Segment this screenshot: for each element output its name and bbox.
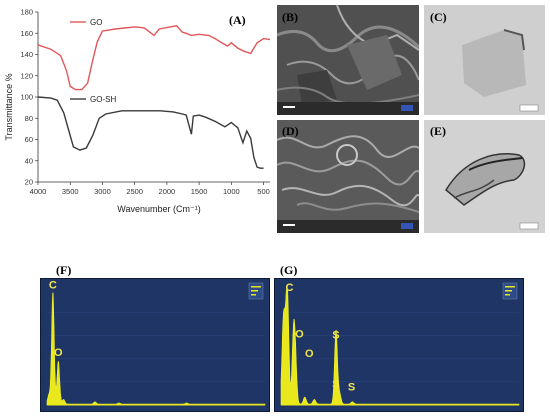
eds-legend-swatch: [505, 294, 510, 296]
tem-texture-e: [424, 120, 545, 233]
eds-spectrum-fill: [46, 292, 266, 406]
ftir-x-tick-label: 1000: [223, 187, 240, 196]
ftir-y-tick-label: 40: [25, 156, 33, 165]
ftir-y-tick-label: 20: [25, 178, 33, 187]
sem-image-b: [277, 5, 419, 115]
panel-label-g: (G): [280, 263, 298, 277]
ftir-y-tick-label: 120: [20, 71, 33, 80]
ftir-legend-label: GO: [90, 18, 102, 27]
ftir-x-tick-label: 2000: [159, 187, 176, 196]
eds-legend-swatch: [251, 290, 258, 292]
ftir-chart: 4000 3500 3000 2500 2000 1500 1000 500 20 40 60 80 1…: [4, 8, 271, 214]
sem-texture-b: [277, 5, 419, 115]
eds-peak-label: S: [332, 329, 339, 341]
ftir-legend: GO GO-SH: [70, 18, 116, 104]
eds-legend-swatch: [251, 286, 261, 288]
ftir-series: [37, 25, 271, 169]
ftir-x-tick-label: 2500: [126, 187, 143, 196]
ftir-y-tick-label: 100: [20, 93, 33, 102]
ftir-y-tick-label: 60: [25, 135, 33, 144]
eds-legend-swatch: [251, 294, 256, 296]
panel-label-b: (B): [282, 10, 298, 24]
ftir-x-tick-label: 4000: [30, 187, 47, 196]
tem-image-e: [424, 120, 545, 233]
eds-peak-label: C: [285, 282, 293, 294]
eds-peak-label: O: [295, 329, 304, 341]
tem-image-c: [424, 5, 545, 115]
eds-spectrum-fill: [280, 288, 520, 406]
eds-f-plot: CO: [46, 279, 266, 406]
panel-label-a: (A): [229, 13, 246, 27]
eds-peak-label: S: [332, 378, 339, 390]
tem-texture-c: [424, 5, 545, 115]
ftir-legend-label: GO-SH: [90, 95, 116, 104]
sem-texture-d: [277, 120, 419, 233]
eds-legend-swatch: [505, 286, 515, 288]
panel-label-c: (C): [430, 10, 447, 24]
ftir-x-tick-label: 1500: [191, 187, 208, 196]
ftir-y-tick-label: 180: [20, 8, 33, 17]
sem-image-d: [277, 120, 419, 233]
ftir-x-tick-label: 3500: [62, 187, 79, 196]
ftir-y-axis-label: Transmittance %: [4, 73, 14, 140]
ftir-series-line-0: [37, 25, 271, 91]
ftir-x-tick-label: 500: [257, 187, 270, 196]
eds-peak-label: O: [54, 347, 63, 359]
ftir-y-tick-label: 140: [20, 50, 33, 59]
eds-legend-swatch: [505, 290, 512, 292]
panel-label-e: (E): [430, 124, 446, 138]
ftir-y-tick-label: 80: [25, 114, 33, 123]
panel-label-f: (F): [56, 263, 72, 277]
eds-peak-label: S: [348, 382, 355, 394]
ftir-y-tick-label: 160: [20, 29, 33, 38]
ftir-x-axis-label: Wavenumber (Cm⁻¹): [117, 204, 200, 214]
eds-peak-label: O: [305, 348, 314, 360]
eds-peak-label: C: [49, 279, 57, 291]
ftir-x-tick-label: 3000: [94, 187, 111, 196]
ftir-series-line-1: [37, 96, 264, 169]
ftir-axes: 4000 3500 3000 2500 2000 1500 1000 500 20 40 60 80 1…: [20, 8, 270, 196]
panel-label-d: (D): [282, 124, 299, 138]
